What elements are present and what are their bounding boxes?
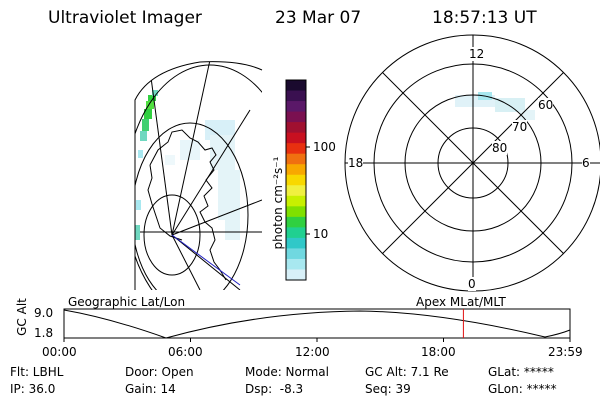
mlt-label-18: 18 [348,156,364,170]
colorbar-cell [286,80,306,92]
door-info: Door: Open [125,365,194,379]
gc-alt-info: GC Alt: 7.1 Re [365,365,449,379]
colorbar-cell [286,111,306,123]
colorbar-cell [286,269,306,281]
lat-label-70: 70 [512,120,528,134]
ip-info: IP: 36.0 [10,382,56,396]
mode-info: Mode: Normal [245,365,329,379]
colorbar-cell [286,90,306,102]
time-label: 18:57:13 UT [432,8,537,28]
glon-info: GLon: ***** [488,382,557,396]
colorbar-cell [286,258,306,271]
colorbar-cell [286,143,306,155]
colorbar-cell [286,132,306,144]
mlt-label-6: 6 [582,156,590,170]
instrument-title: Ultraviolet Imager [48,8,202,28]
colorbar-cell [286,216,306,228]
timeline-ytick-top: 9.0 [34,306,54,320]
colorbar-cell [286,101,306,113]
mlt-label-12: 12 [469,47,485,61]
xtick-0000: 00:00 [42,345,77,359]
colorbar-cell [286,164,306,176]
colorbar-tick-100: 100 [313,140,336,154]
colorbar-cell [286,248,306,260]
xtick-1800: 18:00 [421,345,456,359]
colorbar-cell [286,227,306,239]
colorbar-cell [286,237,306,250]
timeline-right-label: Apex MLat/MLT [416,295,506,309]
seq-info: Seq: 39 [365,382,411,396]
filter-info: Flt: LBHL [10,365,64,379]
glat-info: GLat: ***** [488,365,554,379]
dsp-info: Dsp: -8.3 [245,382,304,396]
colorbar-cell [286,185,306,197]
colorbar-cell [286,206,306,218]
coastline [147,129,227,281]
geo-grid [135,61,262,290]
terminator-line [171,234,241,286]
timeline-ytick-bottom: 1.8 [34,326,54,340]
colorbar-cell [286,153,306,165]
xtick-1200: 12:00 [295,345,330,359]
xtick-0600: 06:00 [168,345,203,359]
colorbar-tick-10: 10 [313,227,329,241]
lat-label-60: 60 [538,98,554,112]
date-label: 23 Mar 07 [275,8,362,28]
mlt-label-0: 0 [468,277,476,291]
xtick-2359: 23:59 [548,345,583,359]
altitude-curve [63,309,571,339]
lat-label-80: 80 [492,141,508,155]
colorbar-cell [286,122,306,134]
timeline-left-label: Geographic Lat/Lon [68,295,186,309]
colorbar-cell [286,174,306,186]
gain-info: Gain: 14 [125,382,176,396]
colorbar-cell [286,195,306,207]
